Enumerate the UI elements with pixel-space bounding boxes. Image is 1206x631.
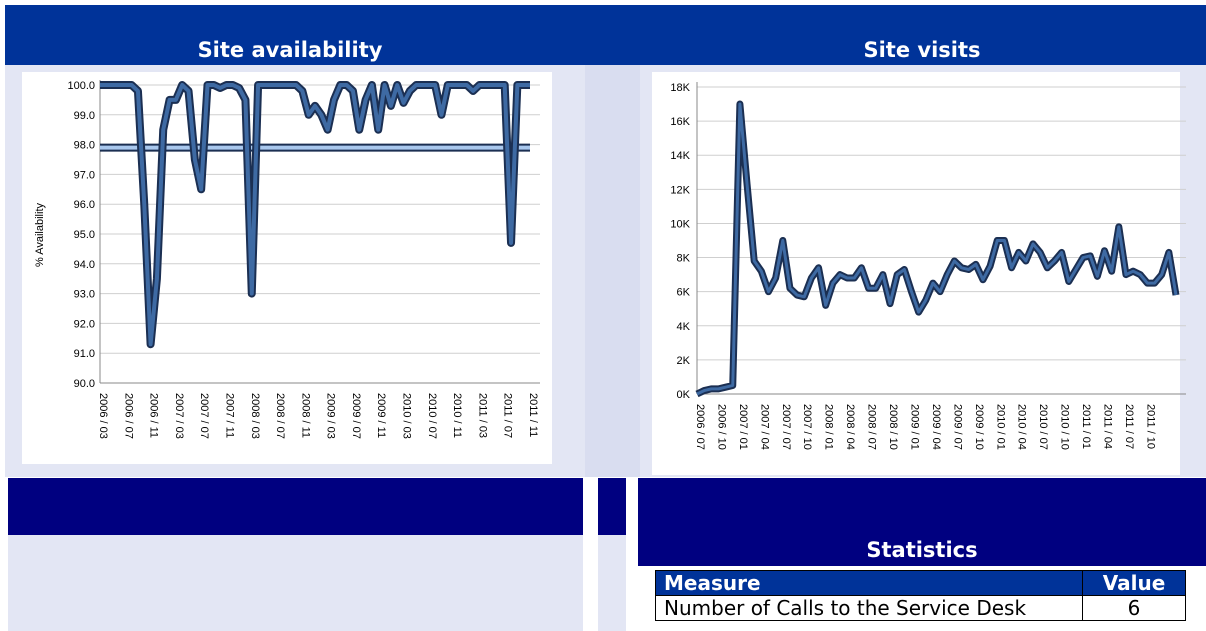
x-tick-label: 2007 / 04 [758,404,770,450]
x-tick-label: 2011 / 07 [1123,404,1135,449]
y-tick-label: 90.0 [74,378,95,390]
y-tick-label: 96.0 [74,199,95,211]
x-tick-label: 2008 / 07 [866,404,878,450]
chart-panel [22,72,552,464]
x-tick-label: 2006 / 07 [122,393,134,439]
x-tick-label: 2009 / 03 [325,393,337,439]
series-line-face [100,83,530,347]
x-tick-label: 2010 / 03 [401,393,413,439]
y-tick-label: 94.0 [74,259,95,271]
x-tick-label: 2007 / 07 [780,404,792,450]
x-tick-label: 2009 / 11 [375,393,387,438]
x-tick-label: 2008 / 07 [274,393,286,439]
y-tick-label: 98.0 [74,140,95,152]
x-tick-label: 2009 / 07 [350,393,362,439]
y-tick-label: 100.0 [67,80,95,92]
y-tick-label: 95.0 [74,229,95,241]
x-tick-label: 2010 / 11 [451,393,463,438]
x-tick-label: 2006 / 10 [715,404,727,450]
x-tick-label: 2010 / 07 [426,393,438,439]
x-tick-label: 2010 / 04 [1016,404,1028,450]
x-tick-label: 2007 / 01 [737,404,749,450]
header-cell: Value [1082,570,1186,596]
lower-band [598,478,626,535]
x-tick-label: 2006 / 03 [97,393,109,439]
x-tick-label: 2010 / 07 [1037,404,1049,450]
header-row: Measure Value [655,570,1186,596]
x-tick-label: 2008 / 03 [249,393,261,439]
x-tick-label: 2011 / 11 [527,393,539,437]
middle-cell [585,65,640,477]
x-tick-label: 2011 / 10 [1144,404,1156,449]
chart-title: Site availability [197,38,383,62]
left-cell [8,535,583,631]
y-tick-label: 97.0 [74,169,95,181]
y-tick-label: 8K [677,253,691,265]
x-tick-label: 2009 / 10 [973,404,985,450]
y-axis-label: % Availability [34,203,46,267]
x-tick-label: 2007 / 11 [223,393,235,438]
x-tick-label: 2010 / 01 [994,404,1006,450]
x-tick-label: 2007 / 07 [198,393,210,439]
x-tick-label: 2009 / 04 [930,404,942,450]
header-band [5,5,1206,65]
x-tick-label: 2008 / 10 [887,404,899,450]
middle-cell [598,535,626,631]
x-tick-label: 2011 / 01 [1080,404,1092,449]
y-tick-label: 92.0 [74,318,95,330]
header-cell: Measure [655,570,1083,596]
x-tick-label: 2011 / 04 [1102,404,1114,449]
chart-title: Site visits [863,38,981,62]
x-tick-label: 2007 / 03 [173,393,185,439]
stats-table: Measure Value Number of Calls to the Ser… [655,570,1186,621]
x-tick-label: 2006 / 11 [148,393,160,438]
x-tick-label: 2006 / 07 [694,404,706,450]
x-tick-label: 2009 / 07 [951,404,963,450]
lower-band [638,478,1206,566]
y-tick-label: 16K [670,116,690,128]
y-tick-label: 0K [677,389,691,401]
row: Number of Calls to the Service Desk 6 [655,595,1186,621]
y-tick-label: 2K [677,355,691,367]
x-tick-label: 2011 / 03 [476,393,488,438]
x-tick-label: 2007 / 10 [801,404,813,450]
y-tick-label: 14K [670,150,690,162]
x-tick-label: 2008 / 01 [823,404,835,450]
stats-title: Statistics [866,538,978,562]
y-tick-label: 10K [670,218,690,230]
y-tick-label: 18K [670,82,690,94]
y-tick-label: 91.0 [74,348,95,360]
y-tick-label: 99.0 [74,110,95,122]
cell: Number of Calls to the Service Desk [655,595,1083,621]
cell: 6 [1082,595,1186,621]
y-tick-label: 12K [670,184,690,196]
x-tick-label: 2011 / 07 [502,393,514,438]
charts: % Availability 90.0 91.0 92.0 93.0 94.0 95.0 9… [22,72,1186,475]
lower-band [8,478,583,535]
series-line-face [696,102,1178,396]
x-tick-label: 2009 / 01 [908,404,920,450]
y-tick-label: 93.0 [74,289,95,301]
y-tick-label: 4K [677,321,691,333]
x-tick-label: 2008 / 04 [844,404,856,450]
stats-table-wrap: Measure Value Number of Calls to the Ser… [655,570,1186,621]
x-tick-label: 2008 / 11 [299,393,311,438]
y-tick-label: 6K [677,287,691,299]
x-tick-label: 2010 / 10 [1059,404,1071,450]
